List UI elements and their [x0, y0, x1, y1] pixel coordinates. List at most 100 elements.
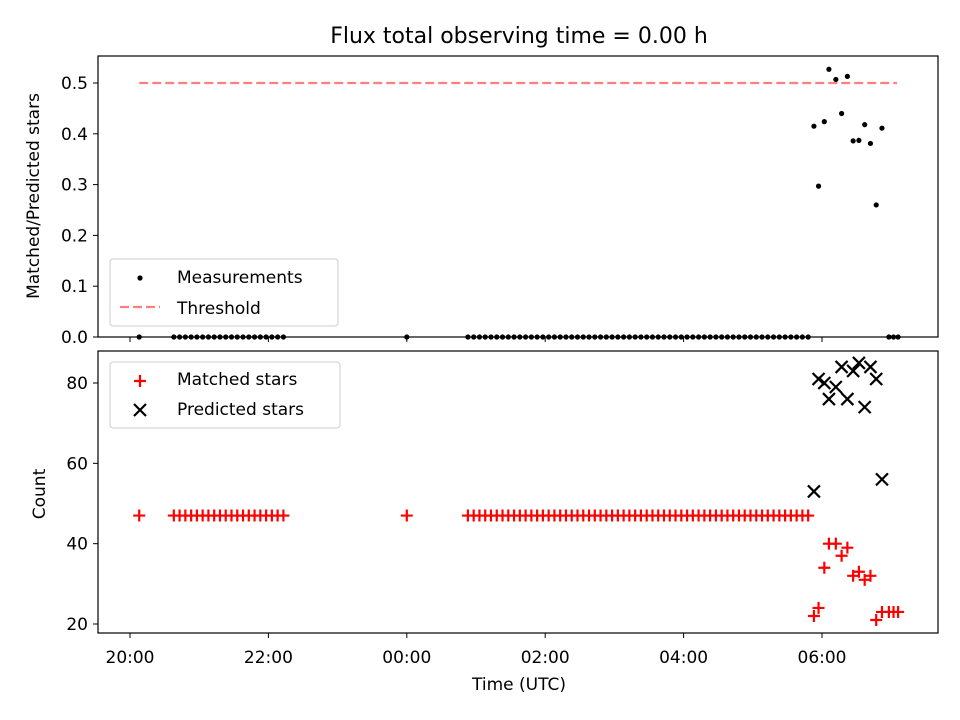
measurement-point: [522, 334, 529, 340]
measurement-point: [586, 334, 592, 340]
chart-title: Flux total observing time = 0.00 h: [330, 24, 708, 49]
measurement-point: [638, 334, 644, 340]
measurement-point: [833, 76, 839, 83]
matched-star-point: [133, 509, 146, 522]
measurement-point: [223, 334, 229, 340]
measurement-point: [844, 73, 850, 79]
measurement-point: [494, 334, 500, 340]
measurement-point: [678, 334, 684, 340]
measurement-point: [730, 334, 736, 340]
matched-star-point: [277, 509, 290, 522]
ratio-y-label: Matched/Predicted stars: [24, 93, 44, 299]
measurement-point: [228, 334, 235, 340]
predicted-star-point: [822, 392, 836, 406]
measurement-point: [505, 334, 511, 340]
measurement-point: [886, 334, 892, 340]
measurement-point: [661, 334, 667, 340]
measurement-point: [672, 334, 679, 340]
measurement-point: [695, 334, 702, 340]
measurement-point: [171, 334, 177, 340]
measurement-point: [655, 334, 661, 340]
measurement-point: [742, 334, 748, 340]
matched-star-point: [818, 561, 831, 574]
measurement-point: [528, 334, 534, 340]
measurement-point: [805, 334, 811, 340]
ratio-legend: Measurements Threshold: [109, 258, 339, 327]
x-tick-label: 04:00: [659, 648, 708, 668]
measurement-point: [534, 334, 540, 340]
measurement-point: [826, 66, 832, 72]
matched-star-point: [400, 509, 413, 522]
measurement-point: [621, 334, 627, 340]
predicted-stars-points: [807, 356, 889, 499]
matched-star-point: [829, 537, 842, 550]
measurement-point: [701, 334, 707, 340]
predicted-star-point: [846, 364, 860, 378]
measurement-point: [644, 334, 650, 340]
measurement-point: [603, 334, 609, 340]
measurement-point: [188, 334, 194, 340]
measurement-point: [615, 334, 621, 340]
ratio-y-ticks: 0.0 0.1 0.2 0.3 0.4 0.5: [61, 74, 98, 348]
measurement-point: [240, 334, 246, 340]
matched-star-point: [892, 605, 905, 618]
measurement-point: [788, 334, 794, 340]
measurement-point: [551, 334, 558, 340]
measurement-point: [569, 334, 575, 340]
matched-star-point: [807, 609, 820, 622]
measurement-point: [747, 334, 754, 340]
measurement-point: [811, 123, 817, 129]
measurement-point: [867, 140, 874, 147]
measurement-point: [770, 334, 777, 340]
x-tick-label: 00:00: [382, 648, 431, 668]
predicted-star-point: [807, 484, 821, 499]
x-tick-label: 02:00: [521, 648, 570, 668]
measurement-point: [546, 334, 552, 340]
matched-star-point: [835, 549, 848, 562]
measurement-point: [211, 334, 217, 340]
y-tick-label: 0.3: [61, 176, 88, 196]
matched-star-point: [870, 613, 883, 626]
predicted-star-point: [834, 360, 849, 374]
measurement-point: [194, 334, 200, 340]
measurement-point: [759, 334, 765, 340]
predicted-star-point: [857, 400, 872, 414]
measurement-point: [632, 334, 638, 340]
measurement-point: [517, 334, 523, 340]
measurement-point: [234, 334, 240, 340]
legend-predicted-marker: [133, 403, 147, 417]
measurement-point: [592, 334, 598, 340]
measurement-point: [205, 334, 212, 340]
matched-star-point: [802, 509, 815, 522]
legend-threshold-label: Threshold: [176, 299, 261, 319]
measurement-point: [719, 334, 725, 340]
count-legend-box: [109, 361, 341, 429]
measurement-point: [182, 334, 188, 340]
measurement-point: [839, 110, 845, 117]
measurement-point: [482, 334, 488, 340]
measurement-point: [799, 334, 805, 340]
measurement-point: [257, 334, 263, 340]
measurement-point: [753, 334, 759, 340]
measurement-point: [667, 334, 673, 340]
y-tick-label: 60: [66, 454, 88, 474]
legend-measurements-label: Measurements: [177, 268, 303, 288]
measurement-point: [856, 137, 862, 144]
measurement-point: [862, 122, 868, 128]
measurement-point: [471, 334, 477, 340]
measurement-point: [176, 334, 183, 340]
predicted-star-point: [840, 392, 855, 406]
measurement-point: [597, 334, 604, 340]
measurement-point: [136, 334, 142, 340]
measurement-point: [217, 334, 223, 340]
measurement-point: [724, 334, 731, 340]
predicted-star-point: [817, 376, 832, 390]
measurement-point: [626, 334, 632, 340]
y-tick-label: 20: [66, 615, 88, 635]
predicted-star-point: [829, 380, 843, 394]
x-tick-label: 06:00: [798, 648, 847, 668]
measurement-point: [488, 334, 494, 340]
measurement-points: [136, 66, 901, 340]
